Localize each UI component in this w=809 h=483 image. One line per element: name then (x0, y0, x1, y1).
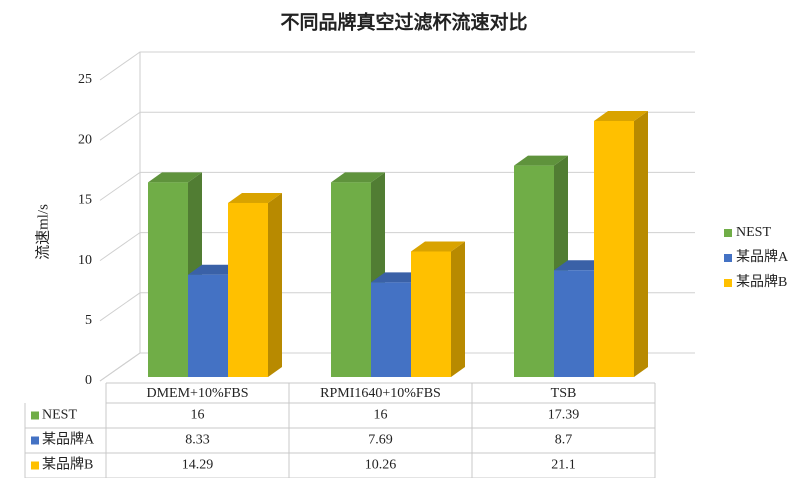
bar (594, 110, 648, 378)
bar-top (228, 192, 282, 203)
bar-front (514, 165, 554, 377)
y-tick-label: 25 (78, 72, 92, 87)
table-cell: 8.33 (185, 433, 210, 448)
table-cell: 17.39 (548, 408, 580, 423)
bar-top (331, 172, 385, 183)
grid-line (99, 352, 695, 382)
x-tick-label: RPMI1640+10%FBS (320, 386, 441, 401)
bar-front (371, 282, 411, 377)
table-row-label: 某品牌B (42, 456, 93, 473)
bar-front (411, 251, 451, 377)
bar-front (228, 202, 268, 377)
chart-title: 不同品牌真空过滤杯流速对比 (280, 10, 527, 33)
table-cell: 8.7 (555, 433, 573, 448)
table-legend-key (31, 436, 39, 445)
bar-front (331, 182, 371, 377)
bar-top (148, 172, 202, 183)
table-cell: 16 (374, 408, 388, 423)
grid-line (99, 292, 695, 322)
y-tick-label: 20 (78, 132, 92, 147)
bar-side (451, 241, 465, 377)
bar-top (411, 241, 465, 252)
bar (148, 172, 202, 377)
legend-label: NEST (736, 225, 771, 240)
x-tick-label: DMEM+10%FBS (146, 386, 248, 401)
legend-label: 某品牌B (736, 273, 787, 290)
y-tick-label: 10 (78, 253, 92, 268)
y-tick-label: 15 (78, 193, 92, 208)
grid-line (99, 171, 695, 201)
table-cell: 21.1 (551, 458, 576, 473)
table-row-label: NEST (42, 408, 77, 423)
legend-key (724, 279, 732, 287)
x-tick-label: TSB (551, 386, 577, 401)
bar (411, 241, 465, 377)
legend-key (724, 229, 732, 237)
grid-line (99, 111, 695, 141)
table-row-label: 某品牌A (42, 431, 95, 448)
y-axis-label: 流速ml/s (34, 204, 51, 260)
y-tick-label: 0 (85, 373, 92, 388)
bar (331, 172, 385, 377)
legend-label: 某品牌A (736, 248, 789, 265)
bar-side (268, 192, 282, 377)
bar-front (554, 270, 594, 377)
table-cell: 10.26 (365, 458, 397, 473)
table-legend-key (31, 461, 39, 470)
table-cell: 7.69 (368, 433, 393, 448)
y-tick-label: 5 (85, 313, 92, 328)
bar-front (594, 120, 634, 378)
bar-top (594, 110, 648, 121)
bar-side (634, 110, 648, 378)
table-cell: 14.29 (182, 458, 214, 473)
table-legend-key (31, 411, 39, 420)
grid-line (99, 232, 695, 262)
bar-top (514, 155, 568, 166)
bar-front (148, 182, 188, 377)
bar-front (188, 274, 228, 377)
table-cell: 16 (191, 408, 205, 423)
legend-key (724, 254, 732, 262)
bar (228, 192, 282, 377)
grid-line (99, 51, 695, 81)
